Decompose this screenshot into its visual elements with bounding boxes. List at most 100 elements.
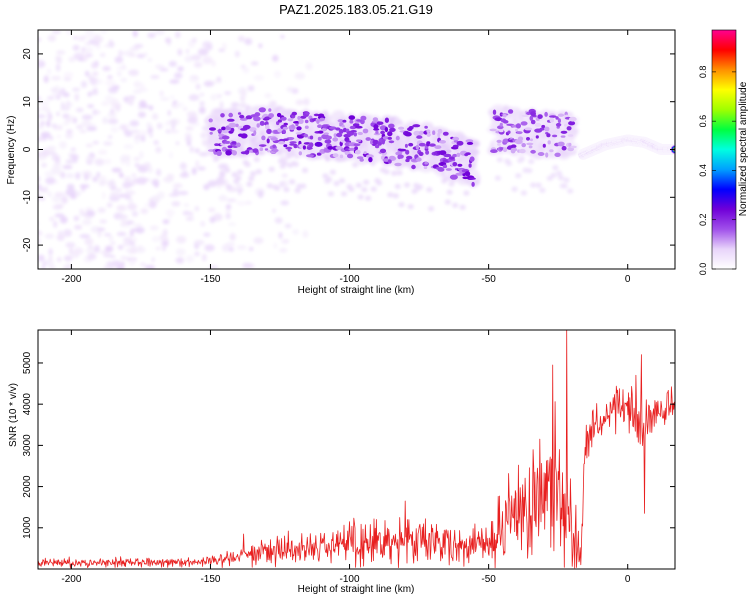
spectrogram-cell xyxy=(237,112,242,115)
spectrogram-cell xyxy=(48,135,54,141)
spectrogram-cell xyxy=(350,130,357,133)
spectrogram-cell xyxy=(528,159,535,164)
spectrogram-cell xyxy=(238,188,242,196)
spectrogram-cell xyxy=(465,152,471,156)
spectrogram-cell xyxy=(274,217,283,224)
spectrogram-cell xyxy=(185,136,192,142)
spectrogram-cell xyxy=(129,120,140,127)
spectrogram-cell xyxy=(225,242,236,246)
spectrogram-cell xyxy=(69,247,73,255)
spectrogram-cell xyxy=(437,128,443,134)
spectrogram-cell xyxy=(87,91,92,97)
spectrogram-cell xyxy=(155,146,162,153)
spectrogram-cell xyxy=(30,220,38,227)
spectrogram-cell xyxy=(104,245,114,253)
spectrogram-cell xyxy=(539,127,545,131)
spectrogram-cell xyxy=(530,111,536,117)
spectrogram-cell xyxy=(51,123,57,128)
spectrogram-cell xyxy=(519,156,525,162)
spectrogram-cell xyxy=(185,126,194,131)
spectrogram-cell xyxy=(278,232,283,239)
spectrogram-cell xyxy=(32,81,35,87)
spectrogram-cell xyxy=(221,135,230,140)
spectrogram-cell xyxy=(97,207,106,213)
spectrogram-cell xyxy=(95,110,101,114)
spectrogram-cell xyxy=(62,121,70,126)
spectrogram-cell xyxy=(292,161,299,167)
spectrogram-cell xyxy=(452,153,458,158)
spectrogram-cell xyxy=(107,118,119,125)
spectrogram-cell xyxy=(272,208,276,213)
spectrogram-cell xyxy=(84,173,89,181)
spectrogram-cell xyxy=(211,60,216,67)
spectrogram-cell xyxy=(258,43,263,49)
spectrogram-cell xyxy=(133,139,141,144)
spectrogram-cell xyxy=(242,124,251,130)
spectrogram-cell xyxy=(110,241,116,245)
spectrogram-cell xyxy=(116,188,122,192)
spectrogram-cell xyxy=(539,187,546,193)
spectrogram-cell xyxy=(282,179,287,188)
spectrogram-cell xyxy=(114,56,124,64)
spectrogram-cell xyxy=(164,120,170,127)
spectrogram-cell xyxy=(384,126,389,133)
spectrogram-cell xyxy=(349,119,354,124)
spectrogram-cell xyxy=(203,184,210,191)
spectrogram-cell xyxy=(305,112,310,115)
spectrogram-cell xyxy=(374,144,380,149)
spectrogram-cell xyxy=(199,92,204,97)
spectrogram-cell xyxy=(220,143,226,146)
spectrogram-cell xyxy=(200,221,206,227)
spectrogram-cell xyxy=(231,141,237,144)
spectrogram-cell xyxy=(59,216,68,224)
snr-line xyxy=(38,330,675,569)
spectrogram-cell xyxy=(179,162,187,170)
spectrogram-cell xyxy=(63,71,74,78)
spectrogram-cell xyxy=(432,130,436,135)
spectrogram-cell xyxy=(176,235,187,244)
spectrogram-cell xyxy=(185,216,194,221)
spectrogram-cell xyxy=(133,44,144,48)
spectrogram-cell xyxy=(72,87,80,92)
spectrogram-cell xyxy=(56,50,66,55)
spectrogram-cell xyxy=(129,53,136,58)
spectrogram-cell xyxy=(550,172,557,178)
spectrogram-cell xyxy=(492,109,497,115)
y-tick-label: 4000 xyxy=(22,393,33,416)
spectrogram-cell xyxy=(81,50,88,56)
spectrogram-cell xyxy=(287,118,294,122)
spectrogram-cell xyxy=(494,175,501,181)
spectrogram-cell xyxy=(151,257,155,263)
spectrogram-cell xyxy=(439,150,447,156)
spectrogram-cell xyxy=(132,30,138,38)
spectrogram-cell xyxy=(191,37,197,43)
spectrogram-cell xyxy=(107,135,113,139)
spectrogram-cell xyxy=(258,190,264,199)
spectrogram-cell xyxy=(111,167,122,173)
spectrogram-cell xyxy=(544,126,550,132)
spectrogram-cell xyxy=(144,265,156,269)
spectrogram-cell xyxy=(79,212,88,216)
spectrogram-cell xyxy=(63,255,73,262)
spectrogram-cell xyxy=(38,60,42,68)
spectrogram-cell xyxy=(253,157,260,162)
y-tick-label: 10 xyxy=(22,96,33,108)
spectrogram-cell xyxy=(268,108,272,112)
spectrogram-cell xyxy=(143,162,151,169)
spectrogram-cell xyxy=(377,141,382,146)
x-tick-label: -100 xyxy=(340,574,360,585)
spectrogram-cell xyxy=(239,114,245,119)
spectrogram-cell xyxy=(100,30,108,34)
spectrogram-cell xyxy=(292,229,299,235)
spectrogram-cell xyxy=(73,215,80,222)
spectrogram-cell xyxy=(230,102,240,108)
spectrogram-cell xyxy=(370,186,377,192)
spectrogram-cell xyxy=(110,126,119,133)
spectrogram-cell xyxy=(264,148,269,151)
x-tick-label: -50 xyxy=(481,574,496,585)
spectrogram-cell xyxy=(230,127,235,133)
spectrogram-cell xyxy=(515,123,522,129)
spectrogram-cell xyxy=(97,175,107,180)
spectrogram-cell xyxy=(502,114,507,118)
